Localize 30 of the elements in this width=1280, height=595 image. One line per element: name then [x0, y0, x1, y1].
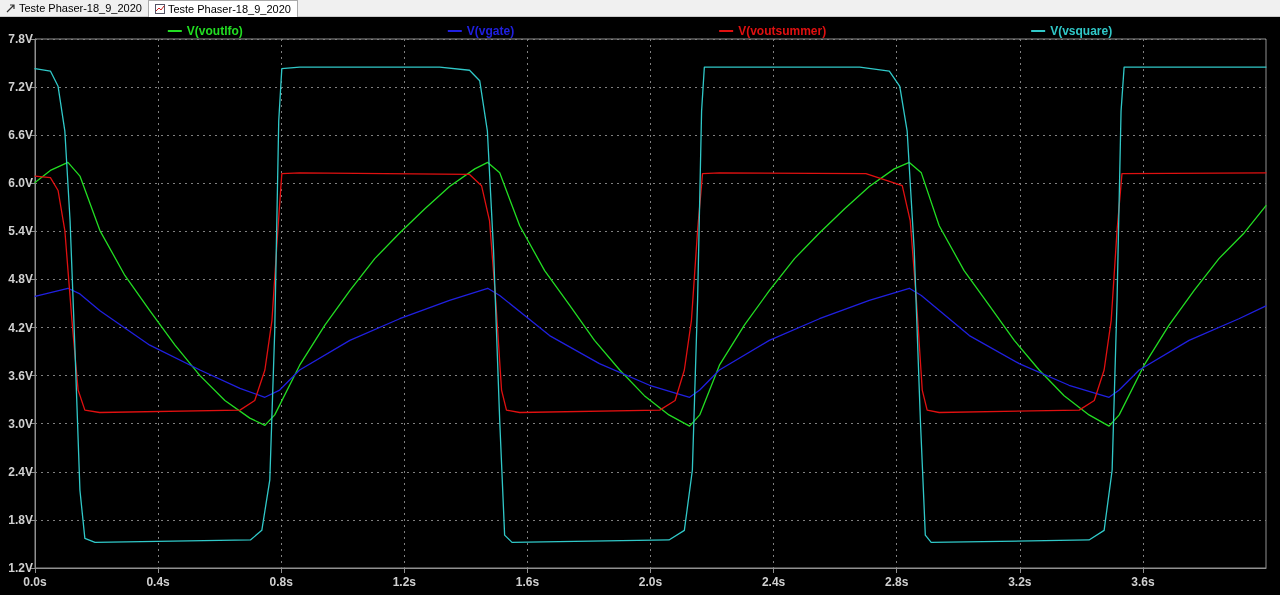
line-series [34, 66, 1267, 543]
text: Teste Phaser-18_9_2020 [167, 2, 291, 15]
x-tick-label: 1.2s [392, 575, 417, 589]
x-tick-label: 0.8s [269, 575, 294, 589]
y-tick-label: 3.0V [8, 416, 33, 431]
x-tick-label: 2.4s [761, 575, 786, 589]
y-tick-label: 4.8V [8, 272, 33, 287]
x-tick-label: 2.8s [885, 575, 909, 589]
x-tick-label: 0.0s [23, 575, 47, 589]
y-tick-label: 7.8V [8, 32, 33, 46]
y-tick-label: 4.2V [8, 320, 33, 335]
legend-label: V(voutlfo) [186, 24, 243, 38]
y-tick-label: 2.4V [8, 464, 33, 479]
y-tick-label: 1.8V [8, 512, 33, 527]
y-tick-label: 3.6V [8, 368, 33, 383]
legend-label: V(vsquare) [1050, 24, 1113, 38]
x-tick-label: 2.0s [638, 575, 663, 589]
x-tick-label: 3.2s [1008, 575, 1032, 589]
x-tick-label: 3.6s [1131, 575, 1155, 589]
y-tick-label: 7.2V [8, 80, 33, 95]
y-tick-label: 6.6V [8, 128, 33, 143]
legend-label: V(voutsummer) [738, 24, 827, 38]
y-tick-label: 1.2V [8, 561, 33, 575]
legend-label: V(vgate) [466, 24, 515, 38]
line-series [34, 287, 1267, 398]
y-tick-label: 5.4V [8, 224, 33, 239]
x-tick-label: 0.4s [146, 575, 171, 589]
y-tick-label: 6.0V [8, 176, 33, 191]
text: Teste Phaser-18_9_2020 [19, 2, 142, 14]
x-tick-label: 1.6s [515, 575, 540, 589]
